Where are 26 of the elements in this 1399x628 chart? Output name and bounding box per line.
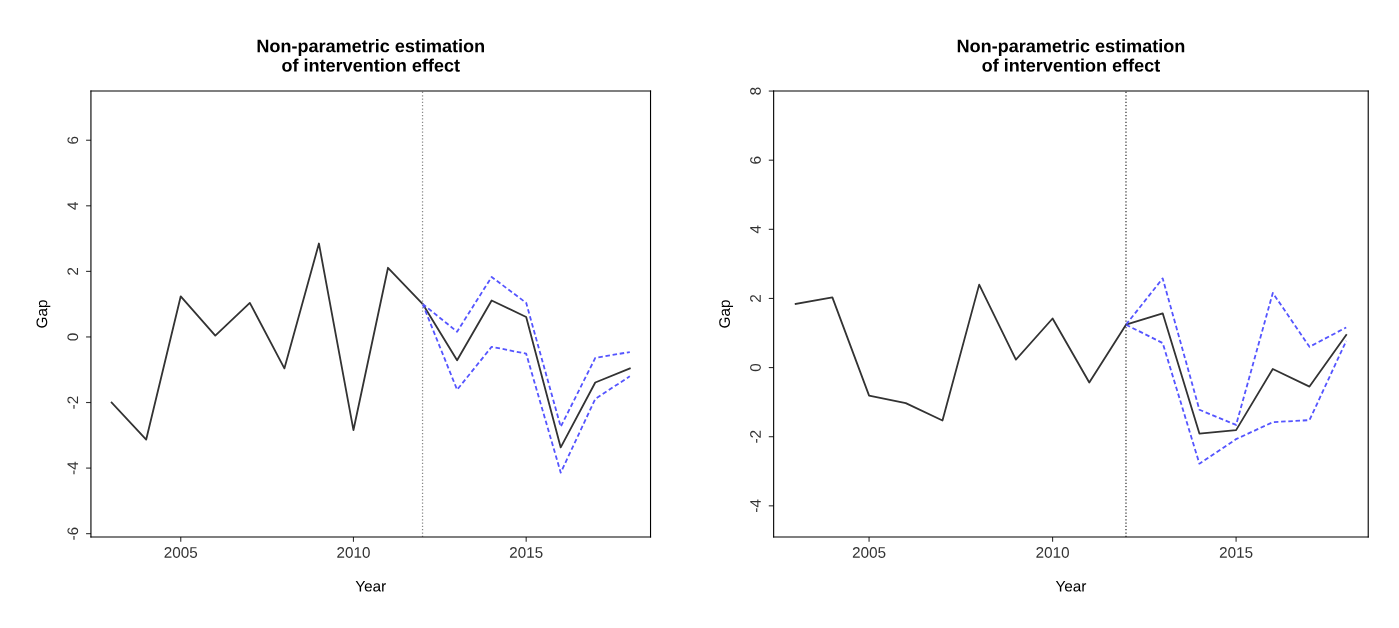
y-tick-label: -6 [67, 527, 79, 540]
x-tick-label: 2015 [1219, 547, 1253, 558]
chart-title: Non-parametric estimation of intervention effect [957, 39, 1185, 72]
x-tick-label: 2005 [852, 547, 886, 558]
y-tick-label: 4 [750, 225, 761, 234]
y-tick-label: -2 [750, 430, 761, 443]
x-tick-label: 2010 [1036, 547, 1069, 558]
x-tick-label: 2015 [509, 547, 543, 558]
y-tick-label: 2 [750, 294, 761, 302]
y-tick-label: 8 [750, 87, 761, 95]
y-tick-label: 6 [67, 136, 79, 144]
y-tick-label: 0 [750, 363, 761, 372]
x-tick-label: 2010 [337, 547, 370, 558]
y-tick-label: -4 [750, 499, 761, 512]
x-axis-title: Year [355, 580, 386, 592]
y-axis-title: Gap [36, 300, 51, 328]
y-tick-label: 6 [750, 156, 761, 164]
y-axis-title: Gap [719, 300, 734, 328]
y-tick-label: 2 [67, 267, 79, 275]
x-tick-label: 2005 [164, 547, 198, 558]
y-tick-label: 4 [67, 202, 79, 210]
x-axis-title: Year [1055, 580, 1087, 592]
y-tick-label: -2 [67, 396, 79, 409]
chart-title: Non-parametric estimation of intervention effect [257, 39, 484, 72]
y-tick-label: 0 [67, 333, 79, 341]
y-tick-label: -4 [67, 461, 79, 475]
